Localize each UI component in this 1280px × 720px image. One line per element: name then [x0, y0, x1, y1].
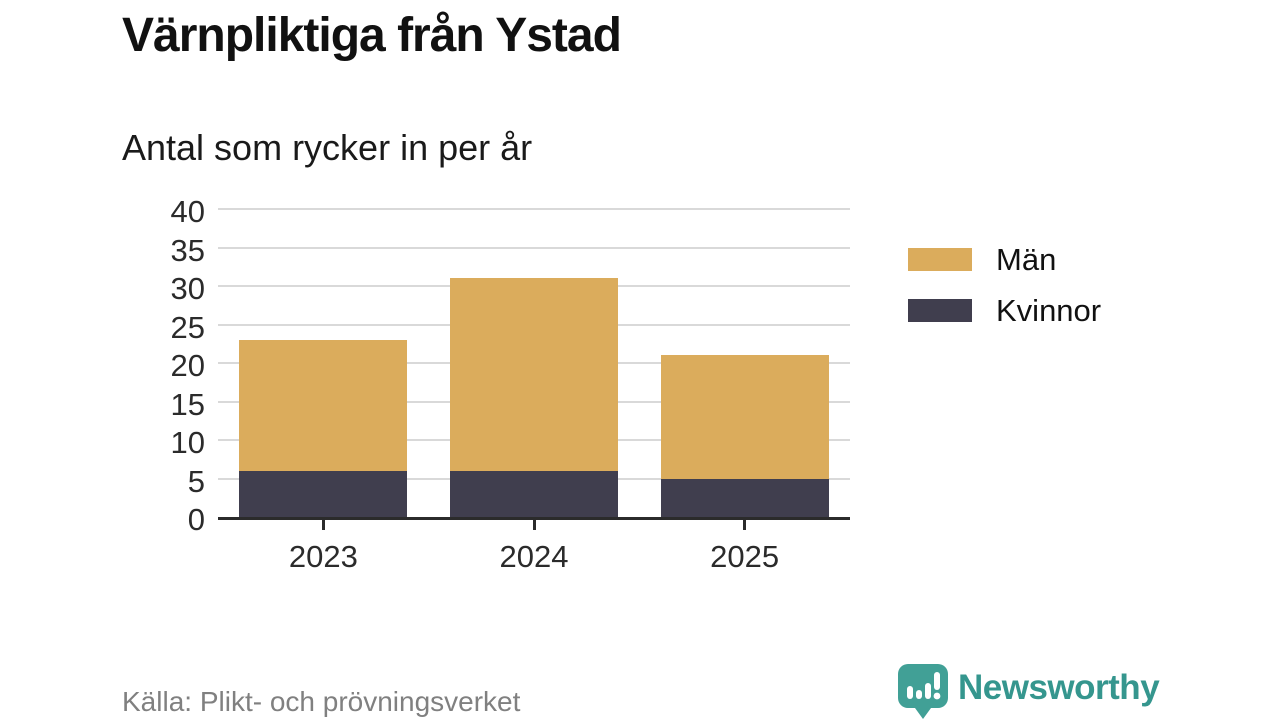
bar-segment	[450, 278, 618, 471]
newsworthy-logo: Newsworthy	[898, 664, 1160, 720]
legend: Män Kvinnor	[908, 244, 1101, 326]
bar-segment	[660, 355, 829, 479]
chart-subtitle: Antal som rycker in per år	[122, 127, 533, 168]
gridline	[218, 246, 850, 249]
bar-group	[660, 355, 829, 517]
x-axis-tick	[532, 520, 536, 530]
plot-area: 2023 2024 2025	[218, 208, 850, 574]
legend-swatch-kvinnor	[908, 299, 972, 322]
y-axis-tick-label: 40	[170, 194, 205, 229]
legend-swatch-man	[908, 248, 972, 271]
y-axis-tick-label: 5	[187, 463, 205, 499]
logo-bubble-icon	[898, 664, 948, 719]
bar-group	[450, 278, 618, 517]
bar-segment	[239, 470, 408, 517]
x-axis-label: 2024	[499, 539, 569, 574]
legend-item-kvinnor: Kvinnor	[908, 295, 1101, 326]
bar-segment	[660, 478, 829, 517]
y-axis-tick-label: 30	[170, 271, 205, 306]
x-axis-tick	[743, 520, 747, 530]
bar-segment	[239, 339, 408, 471]
x-axis-label: 2025	[710, 539, 780, 574]
bar-group	[239, 339, 408, 517]
chart-title: Värnpliktiga från Ystad	[122, 9, 622, 62]
bar-segment	[450, 470, 618, 517]
y-axis-tick-label: 15	[170, 386, 205, 422]
y-axis-tick-label: 0	[187, 502, 205, 537]
x-axis-tick	[321, 520, 325, 530]
y-axis-tick-label: 25	[170, 309, 205, 345]
y-axis-tick-label: 20	[170, 348, 205, 383]
source-note: Källa: Plikt- och prövningsverket	[122, 686, 521, 717]
x-axis-label: 2023	[288, 539, 358, 574]
y-axis-tick-label: 10	[170, 425, 205, 460]
legend-item-man: Män	[908, 244, 1101, 275]
y-axis-labels: 0 5 10 15 20 25 30 35 40	[110, 195, 205, 537]
gridline	[218, 208, 850, 210]
legend-label-kvinnor: Kvinnor	[996, 293, 1102, 328]
logo-wordmark: Newsworthy	[958, 668, 1160, 707]
y-axis-tick-label: 35	[170, 232, 205, 268]
legend-label-man: Män	[996, 242, 1057, 277]
